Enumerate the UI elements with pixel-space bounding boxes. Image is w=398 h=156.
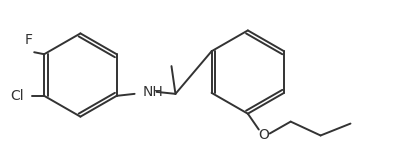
Text: O: O <box>258 129 269 142</box>
Text: F: F <box>24 33 32 47</box>
Text: NH: NH <box>142 85 163 99</box>
Text: Cl: Cl <box>11 89 24 103</box>
